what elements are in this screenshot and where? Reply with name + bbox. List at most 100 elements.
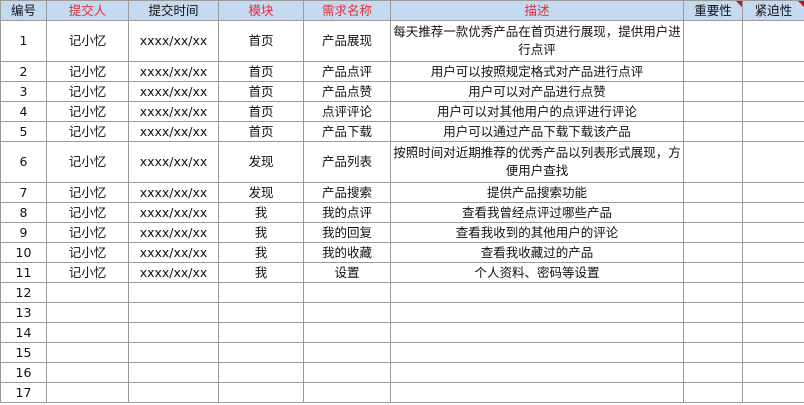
- cell[interactable]: 用户可以对产品进行点赞: [390, 81, 684, 102]
- cell[interactable]: 查看我收藏过的产品: [390, 242, 684, 263]
- cell[interactable]: 12: [0, 282, 47, 303]
- cell[interactable]: [46, 322, 129, 343]
- column-header[interactable]: 编号: [0, 0, 47, 21]
- cell[interactable]: 我: [218, 262, 304, 283]
- cell[interactable]: 2: [0, 61, 47, 82]
- cell[interactable]: [742, 202, 804, 223]
- cell[interactable]: [742, 141, 804, 183]
- column-header[interactable]: 描述: [390, 0, 684, 21]
- cell[interactable]: [390, 322, 684, 343]
- cell[interactable]: [742, 322, 804, 343]
- cell[interactable]: [46, 382, 129, 403]
- cell[interactable]: xxxx/xx/xx: [128, 242, 219, 263]
- cell[interactable]: 首页: [218, 20, 304, 62]
- cell[interactable]: 发现: [218, 141, 304, 183]
- cell[interactable]: [218, 382, 304, 403]
- cell[interactable]: 记小忆: [46, 141, 129, 183]
- cell[interactable]: xxxx/xx/xx: [128, 202, 219, 223]
- cell[interactable]: [390, 382, 684, 403]
- cell[interactable]: [303, 282, 391, 303]
- cell[interactable]: 提供产品搜索功能: [390, 182, 684, 203]
- cell[interactable]: 首页: [218, 81, 304, 102]
- cell[interactable]: 用户可以对其他用户的点评进行评论: [390, 101, 684, 122]
- cell[interactable]: 查看我收到的其他用户的评论: [390, 222, 684, 243]
- cell[interactable]: [218, 342, 304, 363]
- cell[interactable]: [742, 61, 804, 82]
- cell[interactable]: [303, 302, 391, 323]
- comment-indicator-icon[interactable]: [798, 1, 804, 7]
- cell[interactable]: 产品点评: [303, 61, 391, 82]
- cell[interactable]: [683, 182, 743, 203]
- cell[interactable]: [742, 362, 804, 383]
- cell[interactable]: 8: [0, 202, 47, 223]
- cell[interactable]: 我的点评: [303, 202, 391, 223]
- cell[interactable]: 设置: [303, 262, 391, 283]
- cell[interactable]: [128, 282, 219, 303]
- cell[interactable]: 记小忆: [46, 81, 129, 102]
- cell[interactable]: [128, 362, 219, 383]
- cell[interactable]: xxxx/xx/xx: [128, 121, 219, 142]
- cell[interactable]: 13: [0, 302, 47, 323]
- cell[interactable]: [128, 382, 219, 403]
- cell[interactable]: 记小忆: [46, 262, 129, 283]
- cell[interactable]: xxxx/xx/xx: [128, 101, 219, 122]
- cell[interactable]: [742, 302, 804, 323]
- cell[interactable]: [683, 302, 743, 323]
- cell[interactable]: 个人资料、密码等设置: [390, 262, 684, 283]
- cell[interactable]: 我: [218, 202, 304, 223]
- cell[interactable]: [303, 342, 391, 363]
- cell[interactable]: [683, 61, 743, 82]
- cell[interactable]: xxxx/xx/xx: [128, 222, 219, 243]
- cell[interactable]: [128, 342, 219, 363]
- cell[interactable]: 记小忆: [46, 202, 129, 223]
- cell[interactable]: 产品搜索: [303, 182, 391, 203]
- cell[interactable]: [683, 362, 743, 383]
- cell[interactable]: 我的回复: [303, 222, 391, 243]
- cell[interactable]: [683, 81, 743, 102]
- cell[interactable]: 首页: [218, 101, 304, 122]
- cell[interactable]: 用户可以按照规定格式对产品进行点评: [390, 61, 684, 82]
- cell[interactable]: [742, 262, 804, 283]
- cell[interactable]: [683, 382, 743, 403]
- cell[interactable]: 7: [0, 182, 47, 203]
- cell[interactable]: 首页: [218, 121, 304, 142]
- cell[interactable]: 产品点赞: [303, 81, 391, 102]
- cell[interactable]: [742, 121, 804, 142]
- cell[interactable]: [683, 101, 743, 122]
- cell[interactable]: 按照时间对近期推荐的优秀产品以列表形式展现，方便用户查找: [390, 141, 684, 183]
- cell[interactable]: [742, 101, 804, 122]
- cell[interactable]: 我的收藏: [303, 242, 391, 263]
- cell[interactable]: 产品列表: [303, 141, 391, 183]
- cell[interactable]: 记小忆: [46, 101, 129, 122]
- cell[interactable]: [742, 20, 804, 62]
- cell[interactable]: [683, 121, 743, 142]
- cell[interactable]: 14: [0, 322, 47, 343]
- cell[interactable]: [303, 382, 391, 403]
- cell[interactable]: [742, 222, 804, 243]
- cell[interactable]: xxxx/xx/xx: [128, 182, 219, 203]
- cell[interactable]: [742, 242, 804, 263]
- cell[interactable]: 记小忆: [46, 61, 129, 82]
- column-header[interactable]: 重要性: [683, 0, 743, 21]
- cell[interactable]: xxxx/xx/xx: [128, 61, 219, 82]
- cell[interactable]: 记小忆: [46, 182, 129, 203]
- cell[interactable]: 15: [0, 342, 47, 363]
- cell[interactable]: 我: [218, 222, 304, 243]
- cell[interactable]: 产品下载: [303, 121, 391, 142]
- cell[interactable]: [683, 342, 743, 363]
- cell[interactable]: [742, 382, 804, 403]
- cell[interactable]: [683, 242, 743, 263]
- cell[interactable]: [46, 342, 129, 363]
- cell[interactable]: 16: [0, 362, 47, 383]
- cell[interactable]: [128, 322, 219, 343]
- cell[interactable]: 记小忆: [46, 121, 129, 142]
- cell[interactable]: 记小忆: [46, 222, 129, 243]
- cell[interactable]: [742, 81, 804, 102]
- cell[interactable]: [742, 342, 804, 363]
- cell[interactable]: 查看我曾经点评过哪些产品: [390, 202, 684, 223]
- column-header[interactable]: 模块: [218, 0, 304, 21]
- cell[interactable]: [742, 282, 804, 303]
- cell[interactable]: [683, 141, 743, 183]
- cell[interactable]: 4: [0, 101, 47, 122]
- cell[interactable]: [683, 282, 743, 303]
